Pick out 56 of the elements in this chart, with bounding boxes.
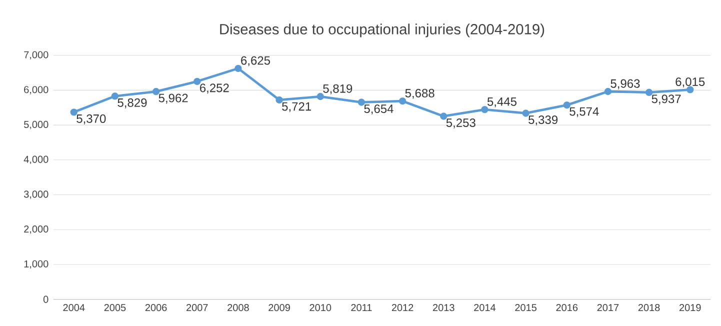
point	[70, 108, 78, 116]
y-tick-label: 4,000	[24, 156, 48, 164]
point	[234, 64, 242, 72]
x-tick-label: 2014	[474, 304, 496, 312]
y-tick-label: 0	[43, 296, 48, 303]
point	[481, 106, 488, 114]
data-label: 6,252	[200, 84, 229, 94]
data-label: 5,574	[570, 107, 599, 118]
point	[194, 78, 201, 86]
x-tick-label: 2008	[228, 304, 249, 312]
x-tick-label: 2005	[104, 304, 126, 312]
data-label: 5,829	[118, 98, 147, 108]
data-label: 5,937	[652, 94, 681, 105]
x-tick-label: 2013	[433, 304, 454, 312]
x-tick-label: 2010	[310, 304, 332, 312]
data-label: 6,625	[241, 56, 270, 66]
point	[276, 96, 283, 104]
data-label: 5,445	[487, 97, 516, 108]
x-tick-label: 2011	[351, 304, 372, 312]
point	[152, 88, 160, 96]
x-tick-label: 2012	[392, 304, 414, 312]
y-tick-label: 1,000	[24, 260, 48, 269]
x-tick-label: 2019	[680, 304, 701, 312]
data-label: 5,370	[76, 114, 106, 124]
point	[111, 92, 119, 100]
x-tick-label: 2009	[268, 304, 290, 312]
x-tick-label: 2006	[145, 304, 167, 312]
x-tick-label: 2017	[597, 304, 619, 312]
point	[645, 88, 653, 96]
point	[522, 110, 530, 117]
y-tick-label: 7,000	[24, 51, 48, 60]
data-label: 5,963	[610, 79, 640, 90]
x-tick-label: 2018	[638, 304, 660, 312]
point	[563, 101, 570, 109]
data-label: 5,721	[282, 102, 311, 112]
data-label: 5,819	[323, 84, 352, 94]
data-label: 5,339	[528, 116, 558, 126]
y-tick-label: 5,000	[24, 120, 48, 130]
point	[604, 88, 612, 96]
point	[398, 97, 406, 105]
x-tick-label: 2016	[556, 304, 578, 312]
data-label: 6,015	[676, 77, 705, 88]
y-tick-label: 2,000	[24, 225, 48, 234]
point	[358, 98, 366, 106]
point	[440, 112, 448, 120]
point	[316, 92, 324, 100]
y-tick-label: 3,000	[24, 190, 48, 199]
y-tick-label: 6,000	[24, 86, 48, 94]
chart-title: Diseases due to occupational injuries (2004-2019)	[220, 24, 544, 38]
x-tick-label: 2004	[63, 304, 85, 312]
x-tick-label: 2015	[515, 304, 536, 312]
x-tick-label: 2007	[186, 304, 208, 312]
data-label: 5,688	[405, 88, 434, 99]
data-label: 5,253	[446, 118, 476, 128]
data-label: 5,962	[158, 94, 188, 104]
data-label: 5,654	[364, 104, 394, 114]
